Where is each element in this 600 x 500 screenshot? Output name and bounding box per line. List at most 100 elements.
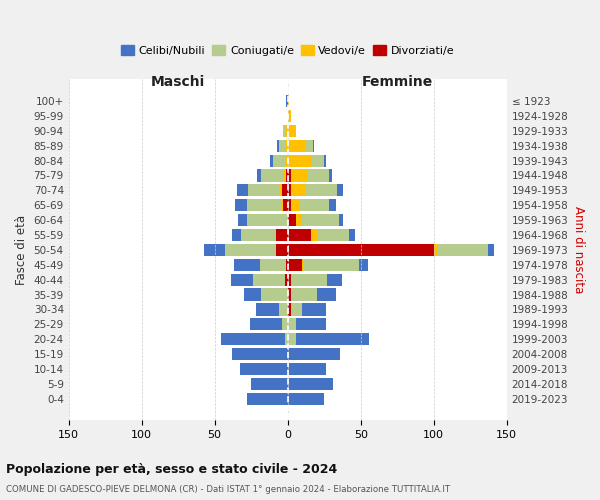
Bar bbox=[290, 170, 308, 181]
Bar bbox=[270, 154, 273, 166]
Bar bbox=[287, 288, 290, 300]
Bar bbox=[285, 140, 287, 152]
Bar bbox=[241, 229, 276, 241]
Bar bbox=[302, 258, 304, 271]
Bar bbox=[221, 333, 285, 345]
Bar bbox=[248, 184, 280, 196]
Bar bbox=[302, 304, 326, 316]
Bar bbox=[286, 258, 287, 271]
Bar bbox=[287, 363, 326, 375]
Bar bbox=[233, 258, 260, 271]
Bar bbox=[279, 140, 285, 152]
Bar bbox=[247, 392, 287, 405]
Bar bbox=[262, 170, 283, 181]
Y-axis label: Anni di nascita: Anni di nascita bbox=[572, 206, 585, 294]
Bar bbox=[359, 258, 368, 271]
Bar bbox=[287, 392, 324, 405]
Bar bbox=[290, 288, 317, 300]
Bar bbox=[238, 214, 247, 226]
Text: COMUNE DI GADESCO-PIEVE DELMONA (CR) - Dati ISTAT 1° gennaio 2024 - Elaborazione: COMUNE DI GADESCO-PIEVE DELMONA (CR) - D… bbox=[6, 485, 450, 494]
Bar bbox=[277, 140, 279, 152]
Bar bbox=[282, 184, 287, 196]
Bar bbox=[287, 95, 289, 107]
Bar bbox=[287, 199, 290, 211]
Legend: Celibi/Nubili, Coniugati/e, Vedovi/e, Divorziati/e: Celibi/Nubili, Coniugati/e, Vedovi/e, Di… bbox=[116, 40, 459, 60]
Bar bbox=[260, 258, 286, 271]
Bar bbox=[302, 214, 339, 226]
Bar bbox=[287, 140, 305, 152]
Bar bbox=[283, 170, 286, 181]
Bar bbox=[283, 199, 287, 211]
Bar bbox=[225, 244, 275, 256]
Bar bbox=[290, 184, 305, 196]
Bar bbox=[327, 274, 342, 285]
Bar bbox=[251, 378, 287, 390]
Bar bbox=[239, 363, 287, 375]
Bar bbox=[305, 184, 337, 196]
Bar bbox=[286, 124, 287, 137]
Bar bbox=[329, 199, 336, 211]
Bar bbox=[317, 229, 349, 241]
Bar bbox=[299, 199, 329, 211]
Bar bbox=[308, 170, 329, 181]
Bar bbox=[287, 154, 311, 166]
Bar bbox=[256, 304, 279, 316]
Bar bbox=[437, 244, 488, 256]
Bar bbox=[329, 170, 332, 181]
Bar bbox=[244, 288, 262, 300]
Bar bbox=[250, 318, 282, 330]
Bar bbox=[296, 333, 370, 345]
Bar bbox=[285, 333, 287, 345]
Y-axis label: Fasce di età: Fasce di età bbox=[15, 215, 28, 285]
Bar bbox=[287, 304, 290, 316]
Bar bbox=[282, 318, 287, 330]
Bar bbox=[236, 184, 248, 196]
Bar bbox=[324, 154, 326, 166]
Bar bbox=[287, 184, 290, 196]
Bar bbox=[296, 318, 326, 330]
Bar bbox=[313, 140, 314, 152]
Bar bbox=[305, 140, 313, 152]
Bar bbox=[287, 378, 333, 390]
Bar bbox=[287, 214, 296, 226]
Bar bbox=[285, 154, 287, 166]
Bar bbox=[290, 274, 327, 285]
Bar bbox=[287, 274, 290, 285]
Bar bbox=[317, 288, 336, 300]
Bar bbox=[287, 348, 340, 360]
Bar bbox=[247, 214, 287, 226]
Bar bbox=[247, 199, 282, 211]
Bar bbox=[257, 170, 262, 181]
Bar bbox=[290, 199, 299, 211]
Bar bbox=[311, 229, 317, 241]
Bar bbox=[262, 288, 287, 300]
Bar bbox=[287, 318, 296, 330]
Bar bbox=[232, 348, 287, 360]
Bar bbox=[283, 124, 286, 137]
Bar bbox=[287, 244, 434, 256]
Bar bbox=[280, 184, 282, 196]
Bar bbox=[279, 304, 287, 316]
Bar bbox=[287, 229, 311, 241]
Bar bbox=[282, 199, 283, 211]
Bar bbox=[235, 199, 247, 211]
Bar bbox=[287, 124, 295, 137]
Bar bbox=[434, 244, 437, 256]
Text: Maschi: Maschi bbox=[151, 75, 205, 89]
Bar bbox=[287, 258, 302, 271]
Bar bbox=[290, 304, 302, 316]
Bar bbox=[286, 170, 287, 181]
Bar bbox=[232, 229, 241, 241]
Bar bbox=[287, 170, 290, 181]
Bar bbox=[205, 244, 225, 256]
Bar bbox=[231, 274, 253, 285]
Bar bbox=[304, 258, 359, 271]
Bar bbox=[253, 274, 285, 285]
Bar bbox=[276, 244, 287, 256]
Bar bbox=[337, 184, 343, 196]
Bar bbox=[287, 110, 290, 122]
Bar bbox=[287, 333, 296, 345]
Bar bbox=[295, 124, 296, 137]
Bar bbox=[275, 244, 276, 256]
Bar bbox=[349, 229, 355, 241]
